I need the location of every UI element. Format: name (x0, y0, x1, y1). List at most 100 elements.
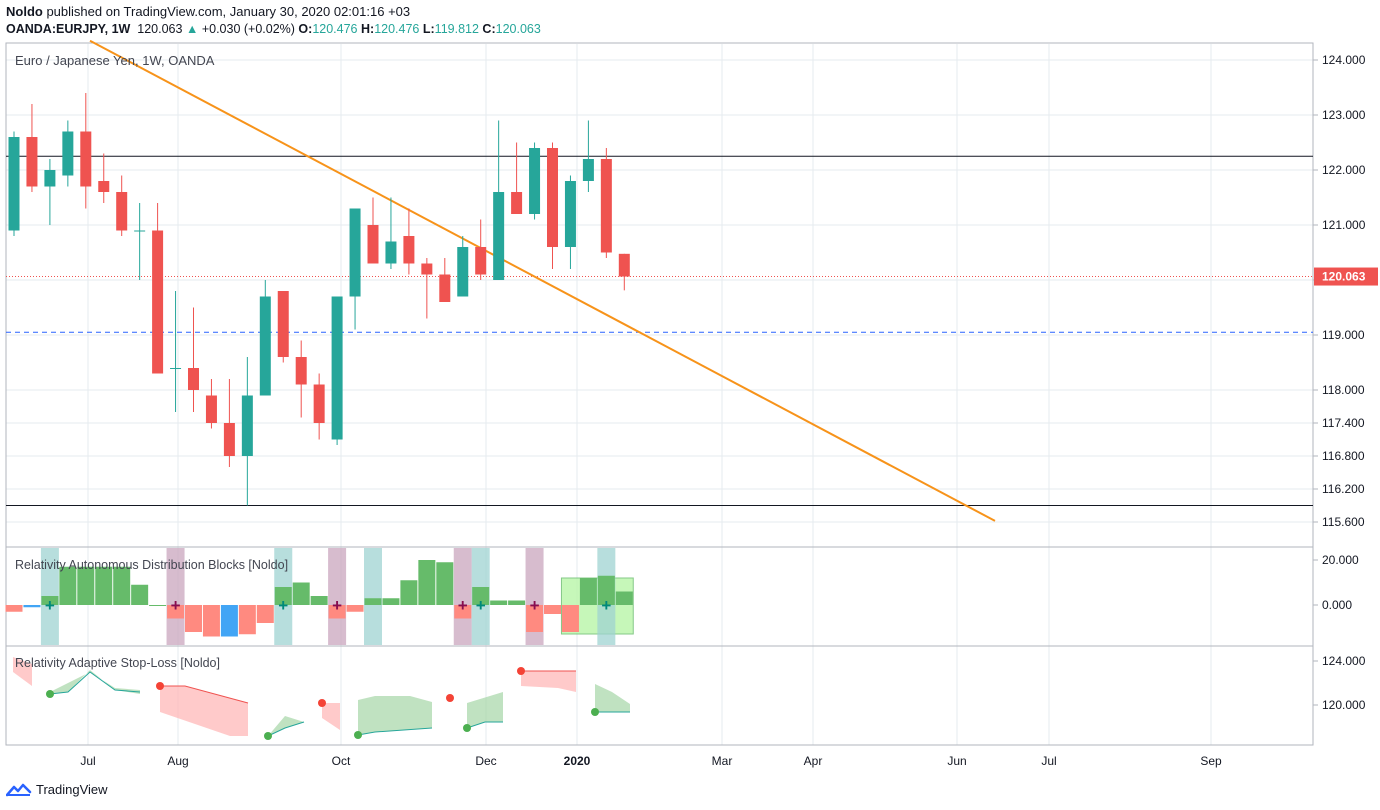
candle-body[interactable] (529, 148, 541, 214)
hist-bar[interactable] (544, 605, 561, 614)
candle-body[interactable] (313, 384, 325, 424)
hist-bar[interactable] (167, 605, 185, 619)
candle-body[interactable] (277, 291, 289, 357)
candle-body[interactable] (205, 395, 217, 424)
candle-body[interactable] (259, 296, 271, 396)
author-name[interactable]: Noldo (6, 4, 43, 19)
hist-bar[interactable] (472, 587, 490, 605)
candle-body[interactable] (116, 192, 128, 231)
hist-bar[interactable] (23, 605, 41, 608)
sl-band-down-3 (322, 703, 340, 730)
sl-line-down-2 (160, 685, 249, 704)
hist-bar[interactable] (597, 575, 615, 605)
hist-bar[interactable] (561, 605, 579, 632)
hist-bar[interactable] (346, 605, 364, 612)
sl-band-up-3 (358, 696, 432, 735)
sl-band-up-1 (50, 670, 140, 694)
candle-body[interactable] (152, 230, 164, 374)
hist-bar[interactable] (292, 582, 310, 606)
x-tick-label: 2020 (564, 754, 591, 768)
symbol-label[interactable]: OANDA:EURJPY, 1W (6, 22, 131, 36)
hist-bar[interactable] (256, 605, 274, 623)
candle-body[interactable] (385, 241, 397, 264)
hist-bar[interactable] (41, 596, 59, 605)
hist-bar[interactable] (95, 566, 113, 605)
hist-bar[interactable] (59, 566, 77, 605)
hist-bar[interactable] (220, 605, 238, 637)
candle-body[interactable] (439, 274, 451, 303)
candle-body[interactable] (475, 247, 487, 275)
candle-body[interactable] (618, 253, 630, 277)
hist-plus-marker: + (45, 596, 55, 615)
candle-body[interactable] (331, 296, 343, 440)
hist-bar[interactable] (382, 598, 400, 605)
candle-body[interactable] (8, 137, 20, 231)
main-price-pane[interactable] (6, 39, 1313, 522)
hist-bar[interactable] (454, 605, 472, 619)
candle-body[interactable] (457, 247, 469, 297)
candle-body[interactable] (170, 368, 182, 369)
x-tick-label: Jun (947, 754, 966, 768)
candle-body[interactable] (80, 131, 92, 187)
candle-body[interactable] (600, 159, 612, 253)
sl-line-up-2 (267, 721, 305, 737)
candle-body[interactable] (223, 423, 235, 456)
stop-loss-pane[interactable] (13, 657, 630, 740)
hist-bar[interactable] (328, 605, 346, 619)
x-tick-label: Dec (475, 754, 496, 768)
footer-brand[interactable]: TradingView (36, 782, 108, 797)
sl-dot-up (264, 732, 272, 740)
hist-bar[interactable] (185, 605, 202, 632)
trendline[interactable] (89, 39, 996, 522)
sl-dot-down (517, 667, 525, 675)
hist-bar[interactable] (579, 578, 597, 605)
hist-bar[interactable] (490, 600, 508, 606)
hist-bar[interactable] (508, 600, 526, 606)
candle-body[interactable] (241, 395, 253, 457)
x-tick-label: Apr (804, 754, 823, 768)
chart-canvas[interactable]: + + + + + + + + Jul Aug Oct Dec 2020 Mar Apr Jun Jul Sep… (0, 0, 1380, 780)
hist-bar[interactable] (436, 562, 454, 605)
sl-pane-title: Relativity Adaptive Stop-Loss [Noldo] (15, 656, 220, 670)
hist-bar[interactable] (310, 596, 328, 605)
candle-body[interactable] (349, 208, 361, 297)
hist-bar[interactable] (238, 605, 256, 635)
hist-bar[interactable] (202, 605, 220, 637)
y-tick-label: 117.400 (1322, 416, 1365, 430)
candle-body[interactable] (564, 181, 576, 247)
candle-body[interactable] (547, 148, 558, 247)
candle-body[interactable] (493, 192, 505, 280)
candle-body[interactable] (26, 137, 38, 187)
candle-body[interactable] (134, 230, 146, 232)
hist-bar[interactable] (615, 591, 633, 606)
candle-body[interactable] (421, 263, 433, 275)
candle-body[interactable] (403, 236, 415, 264)
candle-body[interactable] (511, 192, 523, 214)
hist-bar[interactable] (400, 580, 418, 605)
header-line-1: Noldo published on TradingView.com, Janu… (6, 4, 410, 19)
hist-highlight-block (453, 548, 472, 645)
hist-bar[interactable] (5, 605, 23, 612)
main-pane-title: Euro / Japanese Yen, 1W, OANDA (15, 53, 215, 68)
candle-body[interactable] (188, 368, 199, 390)
candle-body[interactable] (98, 181, 110, 192)
hist-highlight-block (328, 548, 347, 645)
up-arrow-icon: ▲ (185, 22, 199, 36)
candle-body[interactable] (44, 170, 56, 187)
hist-bar[interactable] (149, 605, 167, 606)
hist-plus-marker: + (601, 596, 611, 615)
candle-body[interactable] (295, 357, 307, 385)
distribution-blocks-pane[interactable]: + + + + + + + + (5, 548, 634, 645)
hist-bar[interactable] (418, 560, 436, 605)
candle-body[interactable] (367, 225, 379, 264)
sl-dot-up (591, 708, 599, 716)
hist-bar[interactable] (526, 605, 544, 632)
hist-bar[interactable] (77, 566, 95, 605)
hist-bar[interactable] (113, 566, 131, 605)
hist-bar[interactable] (364, 598, 382, 605)
hist-bar[interactable] (274, 587, 292, 605)
sl-dot-up (354, 731, 362, 739)
candle-body[interactable] (582, 159, 594, 181)
hist-bar[interactable] (131, 584, 149, 605)
candle-body[interactable] (62, 131, 74, 176)
